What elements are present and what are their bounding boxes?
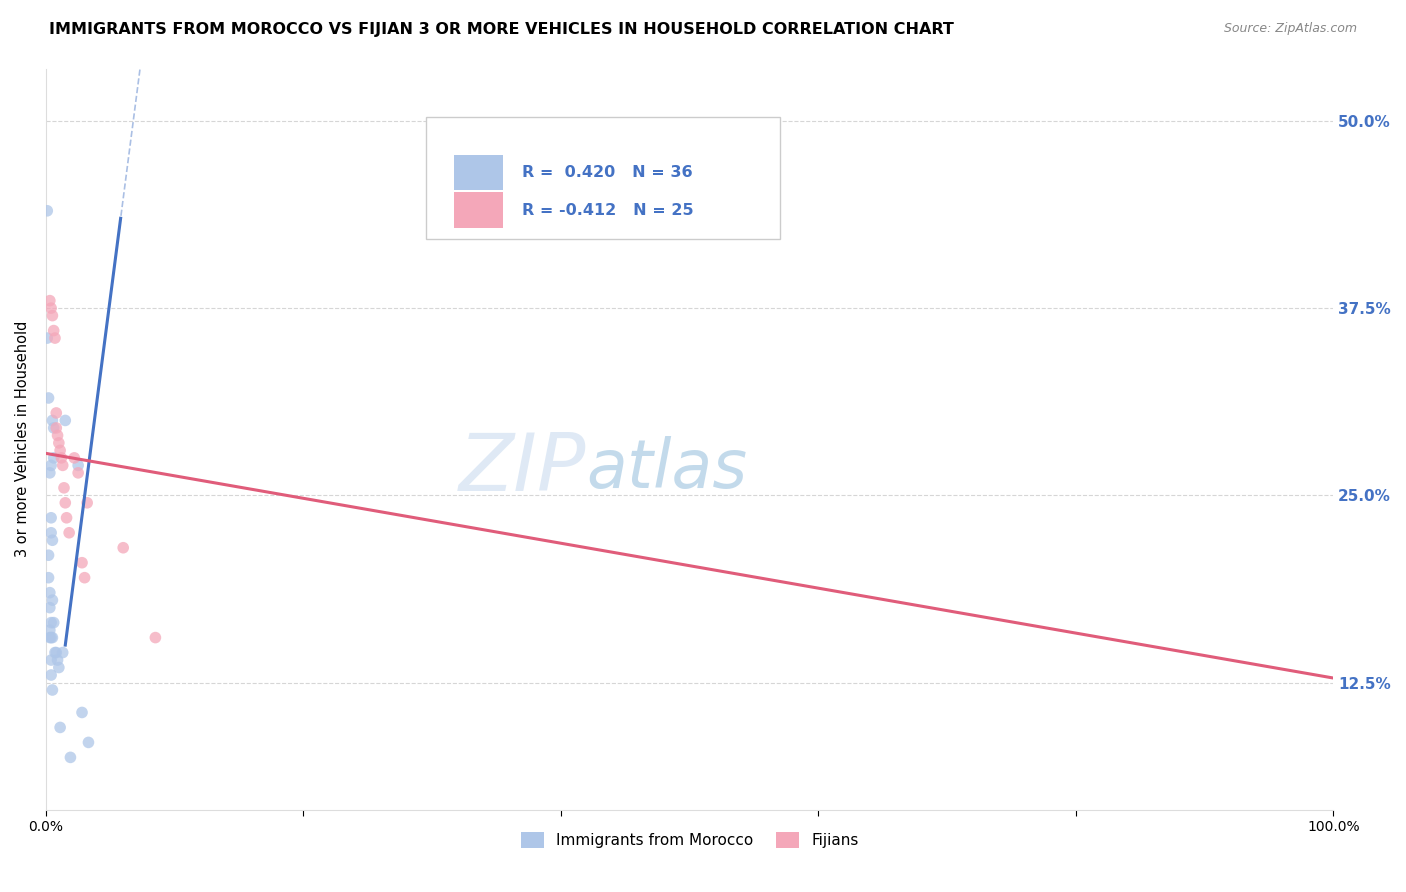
Point: [41, 683, 63, 698]
Text: R = -0.412   N = 25: R = -0.412 N = 25: [522, 202, 695, 218]
Point: [41, 631, 63, 645]
Point: [59, 750, 82, 764]
Point: [41, 593, 63, 607]
Point: [46, 428, 69, 442]
Text: Source: ZipAtlas.com: Source: ZipAtlas.com: [1223, 22, 1357, 36]
Point: [49, 721, 72, 735]
FancyBboxPatch shape: [454, 193, 503, 227]
Point: [112, 541, 135, 555]
FancyBboxPatch shape: [454, 154, 503, 190]
Point: [38, 623, 60, 637]
Point: [38, 548, 60, 562]
Text: atlas: atlas: [586, 436, 748, 502]
Legend: Immigrants from Morocco, Fijians: Immigrants from Morocco, Fijians: [515, 826, 865, 854]
Point: [38, 293, 60, 308]
Point: [39, 301, 62, 315]
Point: [38, 391, 60, 405]
Point: [37, 331, 59, 345]
Point: [39, 631, 62, 645]
Point: [48, 660, 70, 674]
Point: [38, 466, 60, 480]
Point: [70, 706, 93, 720]
Point: [73, 571, 96, 585]
Point: [38, 571, 60, 585]
Point: [42, 421, 65, 435]
Point: [55, 510, 77, 524]
Point: [53, 496, 76, 510]
Text: R =  0.420   N = 36: R = 0.420 N = 36: [522, 165, 693, 180]
Point: [41, 413, 63, 427]
Point: [77, 735, 100, 749]
Point: [37, 203, 59, 218]
Point: [145, 631, 167, 645]
Point: [52, 646, 75, 660]
Point: [58, 525, 80, 540]
Point: [38, 585, 60, 599]
Point: [39, 668, 62, 682]
Point: [52, 458, 75, 473]
Y-axis label: 3 or more Vehicles in Household: 3 or more Vehicles in Household: [15, 321, 30, 558]
Point: [67, 466, 90, 480]
Point: [44, 331, 66, 345]
Point: [45, 421, 67, 435]
Point: [38, 631, 60, 645]
Point: [63, 450, 86, 465]
Point: [42, 324, 65, 338]
Point: [51, 450, 73, 465]
Point: [39, 615, 62, 630]
Point: [39, 510, 62, 524]
Point: [42, 450, 65, 465]
Point: [67, 458, 90, 473]
Point: [76, 496, 98, 510]
Point: [38, 600, 60, 615]
Point: [48, 436, 70, 450]
Point: [42, 615, 65, 630]
Point: [49, 443, 72, 458]
Point: [41, 533, 63, 548]
Text: IMMIGRANTS FROM MOROCCO VS FIJIAN 3 OR MORE VEHICLES IN HOUSEHOLD CORRELATION CH: IMMIGRANTS FROM MOROCCO VS FIJIAN 3 OR M…: [49, 22, 955, 37]
FancyBboxPatch shape: [426, 117, 780, 239]
Point: [44, 646, 66, 660]
Point: [45, 646, 67, 660]
Point: [41, 309, 63, 323]
Point: [46, 653, 69, 667]
Point: [39, 458, 62, 473]
Point: [70, 556, 93, 570]
Point: [45, 406, 67, 420]
Point: [53, 413, 76, 427]
Point: [39, 653, 62, 667]
Point: [39, 525, 62, 540]
Text: ZIP: ZIP: [460, 430, 586, 508]
Point: [53, 481, 76, 495]
